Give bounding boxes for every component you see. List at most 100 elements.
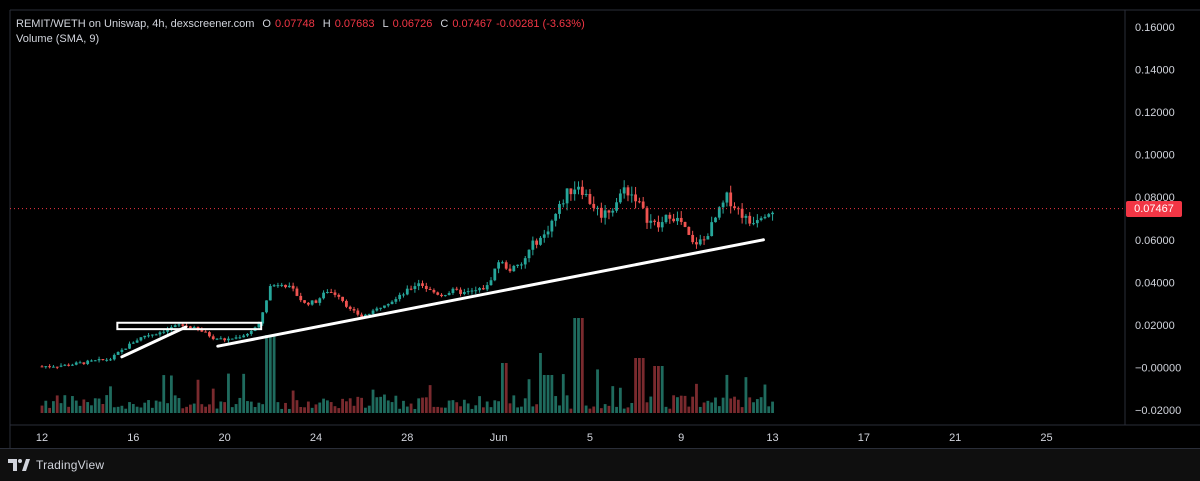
change-value: -0.00281 (-3.63%) bbox=[496, 18, 585, 30]
volume-bar bbox=[265, 335, 268, 413]
volume-bar bbox=[306, 401, 310, 413]
volume-bar bbox=[150, 407, 154, 413]
candle-body bbox=[687, 226, 691, 235]
price-tick-label: 0.06000 bbox=[1135, 235, 1175, 247]
candle-body bbox=[508, 268, 512, 272]
volume-bar bbox=[181, 408, 185, 413]
volume-bar bbox=[542, 375, 546, 413]
candle-series bbox=[40, 180, 774, 370]
volume-bar bbox=[436, 406, 440, 413]
candle-body bbox=[413, 286, 417, 289]
volume-bar bbox=[679, 395, 683, 413]
volume-bar bbox=[86, 402, 90, 413]
candle-body bbox=[223, 338, 227, 341]
volume-bar bbox=[683, 395, 687, 413]
volume-bar bbox=[501, 363, 504, 413]
candle-body bbox=[124, 348, 128, 350]
candle-body bbox=[364, 314, 367, 317]
volume-bar bbox=[116, 406, 120, 413]
volume-bar bbox=[539, 353, 542, 413]
candle-body bbox=[569, 188, 573, 195]
candle-body bbox=[112, 354, 116, 360]
volume-bar bbox=[97, 398, 101, 413]
volume-bar bbox=[253, 407, 257, 413]
volume-bar bbox=[546, 375, 550, 413]
time-tick-label: 25 bbox=[1040, 432, 1052, 444]
candle-body bbox=[611, 210, 615, 213]
volume-bar bbox=[223, 402, 227, 413]
volume-bar bbox=[733, 396, 736, 413]
candle-body bbox=[154, 334, 158, 336]
range-rectangle[interactable] bbox=[116, 321, 263, 331]
volume-bar bbox=[596, 369, 599, 413]
tradingview-brand[interactable]: TradingView bbox=[8, 458, 104, 472]
volume-bar bbox=[208, 404, 211, 413]
volume-bar bbox=[512, 395, 516, 413]
volume-bar bbox=[508, 403, 512, 413]
low-value: 0.06726 bbox=[392, 18, 433, 30]
candle-body bbox=[249, 330, 253, 334]
volume-bar bbox=[177, 398, 181, 413]
candle-body bbox=[341, 296, 344, 301]
candle-body bbox=[481, 288, 485, 290]
price-tick-label: 0.02000 bbox=[1135, 320, 1175, 332]
candle-body bbox=[333, 292, 337, 295]
volume-bar bbox=[246, 401, 249, 413]
candle-body bbox=[360, 314, 364, 317]
candle-body bbox=[755, 220, 759, 224]
volume-bar bbox=[360, 397, 364, 413]
volume-bar bbox=[67, 406, 71, 413]
candle-body bbox=[90, 360, 93, 362]
candle-body bbox=[577, 186, 580, 190]
candle-body bbox=[504, 262, 508, 269]
volume-bar bbox=[489, 407, 493, 413]
candle-body bbox=[466, 291, 470, 293]
candle-body bbox=[40, 366, 44, 368]
volume-bar bbox=[603, 404, 607, 413]
candle-body bbox=[71, 364, 74, 366]
volume-bar bbox=[466, 403, 470, 413]
candle-body bbox=[565, 188, 569, 204]
candle-body bbox=[668, 214, 672, 219]
candle-body bbox=[390, 301, 394, 305]
candle-body bbox=[653, 220, 657, 222]
pair-title[interactable]: REMIT/WETH on Uniswap, 4h, dexscreener.c… bbox=[16, 18, 255, 30]
chart-plot[interactable]: 0.160000.140000.120000.100000.080000.060… bbox=[0, 0, 1200, 448]
volume-bar bbox=[554, 396, 558, 413]
price-tick-label: −0.02000 bbox=[1135, 405, 1181, 417]
volume-bar bbox=[348, 398, 352, 413]
candle-body bbox=[101, 359, 105, 361]
drawing-layer[interactable] bbox=[116, 238, 765, 359]
high-value: 0.07683 bbox=[334, 18, 375, 30]
volume-bar bbox=[580, 318, 584, 413]
candle-body bbox=[261, 312, 265, 324]
candle-body bbox=[592, 203, 596, 208]
candle-body bbox=[371, 310, 375, 314]
candle-body bbox=[287, 285, 291, 288]
trendline[interactable] bbox=[216, 238, 765, 348]
candle-body bbox=[131, 342, 135, 344]
volume-bar bbox=[364, 407, 367, 413]
candle-body bbox=[303, 300, 306, 303]
candle-body bbox=[291, 285, 295, 289]
candle-body bbox=[383, 305, 386, 308]
volume-bar bbox=[622, 408, 626, 413]
volume-bar bbox=[211, 388, 215, 413]
candle-body bbox=[356, 310, 360, 315]
candle-body bbox=[497, 262, 500, 269]
volume-bar bbox=[523, 398, 527, 413]
volume-bar bbox=[158, 401, 162, 413]
candle-body bbox=[295, 288, 299, 296]
candle-body bbox=[78, 362, 82, 364]
candle-body bbox=[55, 366, 59, 368]
candle-body bbox=[618, 193, 622, 203]
trendline[interactable] bbox=[120, 325, 188, 359]
volume-bar bbox=[455, 402, 459, 413]
volume-bar bbox=[577, 318, 580, 413]
volume-indicator-label[interactable]: Volume (SMA, 9) bbox=[16, 33, 100, 45]
volume-bar bbox=[329, 402, 333, 413]
volume-bar bbox=[128, 402, 131, 413]
candle-body bbox=[402, 294, 405, 296]
candle-body bbox=[714, 217, 717, 223]
volume-bar bbox=[249, 401, 253, 413]
